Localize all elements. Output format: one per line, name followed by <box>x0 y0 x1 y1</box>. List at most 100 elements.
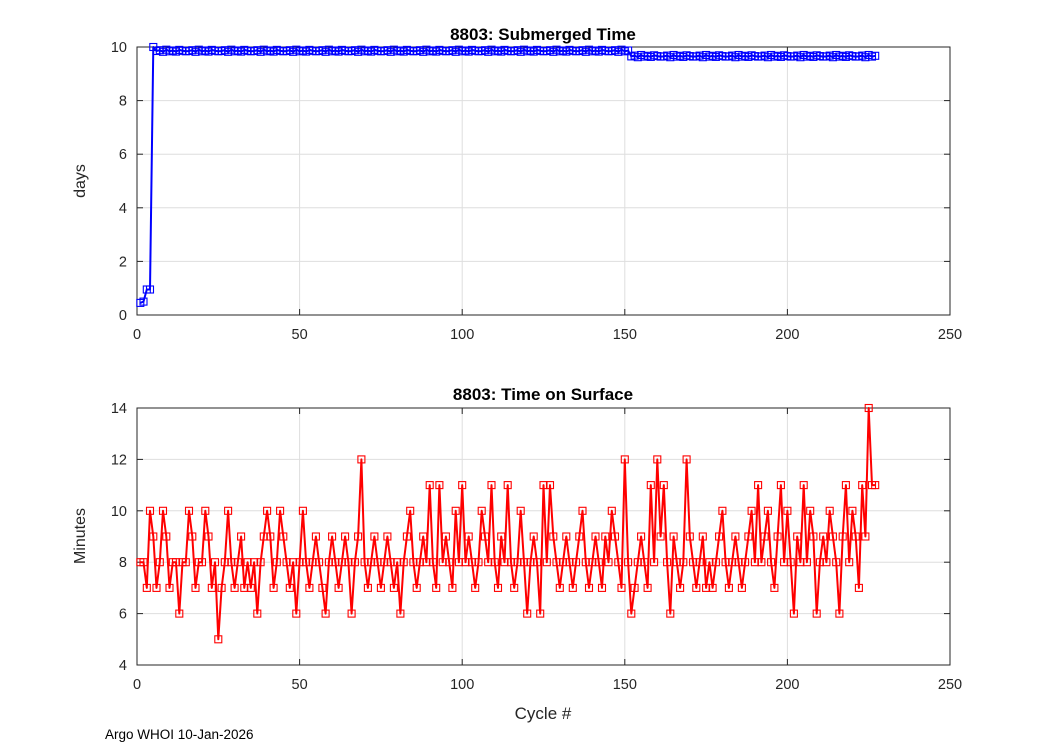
data-marker <box>207 583 216 592</box>
data-marker <box>536 609 545 618</box>
data-marker <box>676 583 685 592</box>
data-marker <box>432 583 441 592</box>
data-marker <box>776 481 785 490</box>
data-marker <box>653 455 662 464</box>
data-marker <box>858 481 867 490</box>
data-marker <box>490 558 499 567</box>
data-marker <box>142 583 151 592</box>
data-marker <box>230 583 239 592</box>
data-marker <box>224 506 233 515</box>
data-marker <box>266 532 275 541</box>
data-marker <box>848 506 857 515</box>
x-tick-label: 100 <box>450 327 474 343</box>
y-tick-label: 8 <box>119 555 127 571</box>
y-tick-label: 4 <box>119 658 127 674</box>
data-marker <box>630 583 639 592</box>
x-tick-label: 0 <box>133 677 141 693</box>
y-axis-label-top: days <box>72 164 89 198</box>
data-marker <box>822 558 831 567</box>
data-marker <box>838 532 847 541</box>
data-marker <box>158 506 168 515</box>
data-marker <box>214 635 223 644</box>
data-marker <box>845 558 854 567</box>
y-tick-label: 14 <box>111 401 127 417</box>
data-marker <box>607 506 616 515</box>
data-marker <box>770 583 779 592</box>
data-marker <box>864 403 873 413</box>
data-marker <box>767 558 776 567</box>
data-marker <box>871 481 880 490</box>
data-marker <box>480 532 490 541</box>
data-marker <box>698 532 707 541</box>
data-marker <box>448 583 457 592</box>
data-marker <box>620 455 629 464</box>
data-marker <box>685 532 694 541</box>
data-marker <box>292 609 301 618</box>
data-marker <box>679 558 688 567</box>
data-marker <box>545 481 555 490</box>
data-marker <box>298 506 307 515</box>
data-marker <box>708 583 717 592</box>
data-marker <box>640 558 649 567</box>
data-marker <box>184 506 194 515</box>
data-marker <box>341 532 350 541</box>
data-marker <box>555 583 564 592</box>
data-marker <box>828 532 837 541</box>
data-marker <box>155 558 164 567</box>
data-marker <box>793 532 802 541</box>
data-marker <box>139 297 148 306</box>
data-marker <box>445 558 454 567</box>
data-marker <box>191 583 200 592</box>
data-marker <box>276 506 285 515</box>
y-axis-label-bottom: Minutes <box>72 508 89 564</box>
data-marker <box>741 558 750 567</box>
data-marker <box>477 506 486 515</box>
y-tick-label: 6 <box>119 147 127 163</box>
data-marker <box>357 455 366 464</box>
data-marker <box>718 506 727 515</box>
data-marker <box>347 609 356 618</box>
data-marker <box>604 558 613 567</box>
data-marker <box>832 558 841 567</box>
data-marker <box>441 532 450 541</box>
data-marker <box>669 532 678 541</box>
data-marker <box>529 532 538 541</box>
data-marker <box>354 532 363 541</box>
data-marker <box>493 583 503 592</box>
data-marker <box>210 558 220 567</box>
data-marker <box>650 558 659 567</box>
data-marker <box>754 481 763 490</box>
time-on-surface-chart: 0 50 100 150 200 250 4 6 8 10 12 14 8803: Time on S… <box>72 385 962 723</box>
data-marker <box>724 583 733 592</box>
data-marker <box>149 532 158 541</box>
data-marker <box>510 583 519 592</box>
data-marker <box>412 583 421 592</box>
data-marker <box>305 583 314 592</box>
x-tick-label: 200 <box>775 677 799 693</box>
x-tick-label: 250 <box>938 677 962 693</box>
data-marker <box>601 532 610 541</box>
data-marker <box>760 532 769 541</box>
data-marker <box>610 532 620 541</box>
data-marker <box>497 532 506 541</box>
data-marker <box>402 532 411 541</box>
data-marker <box>188 532 197 541</box>
data-marker <box>597 583 607 592</box>
data-marker <box>217 583 226 592</box>
data-marker <box>523 609 532 618</box>
y-tick-label: 4 <box>119 201 127 217</box>
data-marker <box>321 609 330 618</box>
data-marker <box>458 481 467 490</box>
data-marker <box>363 583 372 592</box>
data-marker <box>175 609 184 618</box>
data-marker <box>425 481 434 490</box>
data-marker <box>682 455 691 464</box>
data-marker <box>139 558 148 567</box>
data-marker <box>256 558 265 567</box>
data-marker <box>591 532 600 541</box>
data-marker <box>624 558 633 567</box>
data-marker <box>692 583 701 592</box>
data-marker <box>435 481 444 490</box>
data-marker <box>328 532 337 541</box>
data-marker <box>389 583 398 592</box>
